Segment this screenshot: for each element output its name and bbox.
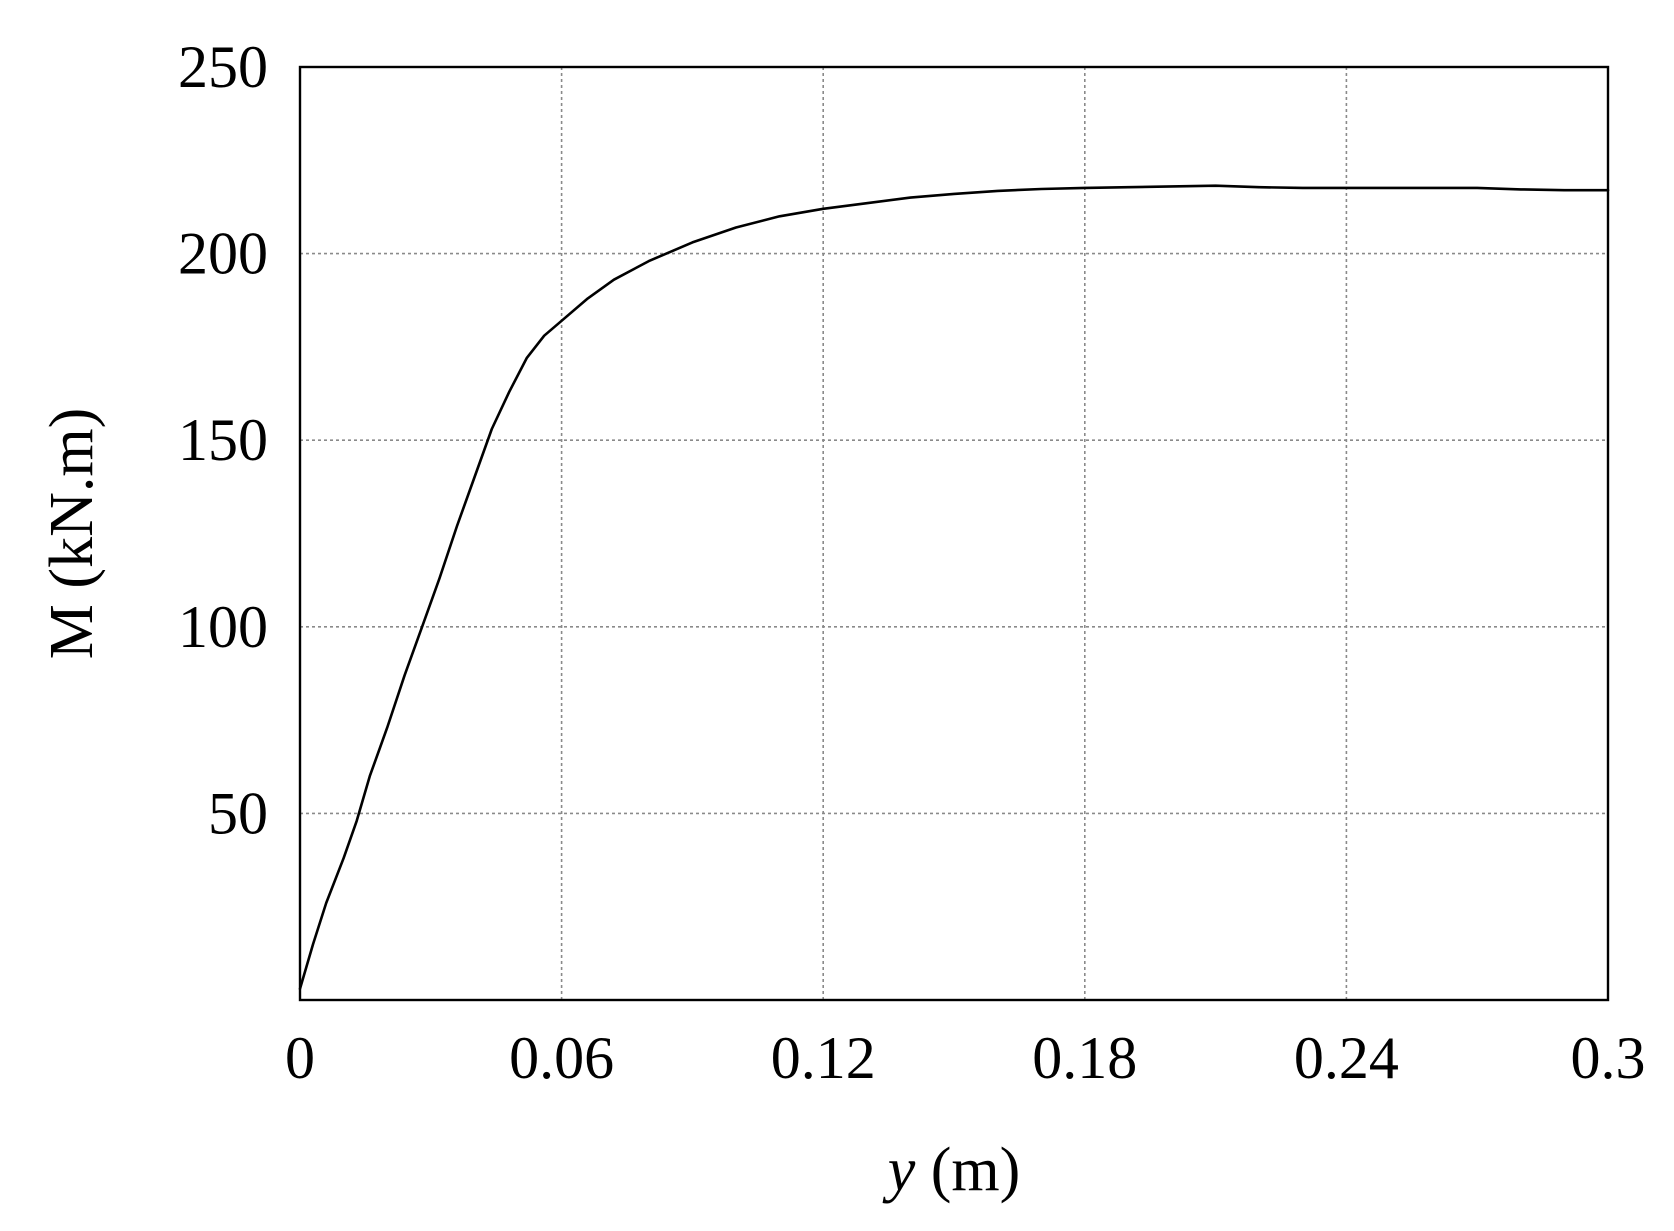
x-tick-label: 0.24: [1294, 1025, 1399, 1091]
y-tick-label: 100: [178, 594, 268, 660]
x-tick-label: 0.18: [1032, 1025, 1137, 1091]
y-tick-label: 200: [178, 221, 268, 287]
x-tick-label: 0.3: [1571, 1025, 1646, 1091]
x-tick-labels: 0 0.06 0.12 0.18 0.24 0.3: [285, 1025, 1646, 1091]
x-axis-label: y (m): [882, 1136, 1021, 1204]
x-axis-variable: y: [882, 1136, 916, 1204]
x-tick-label: 0.12: [771, 1025, 876, 1091]
y-tick-label: 250: [178, 34, 268, 100]
grid-layer: [300, 67, 1608, 1000]
moment-curve-line: [298, 184, 1610, 991]
y-tick-labels: 50 100 150 200 250: [178, 34, 268, 846]
x-tick-label: 0: [285, 1025, 315, 1091]
series-layer: [298, 184, 1610, 991]
y-tick-label: 50: [208, 780, 268, 846]
y-axis-label: M (kN.m): [38, 408, 106, 659]
plot-frame: [298, 65, 1610, 1002]
x-tick-label: 0.06: [509, 1025, 614, 1091]
x-axis-unit: (m): [931, 1136, 1021, 1204]
y-tick-label: 150: [178, 407, 268, 473]
